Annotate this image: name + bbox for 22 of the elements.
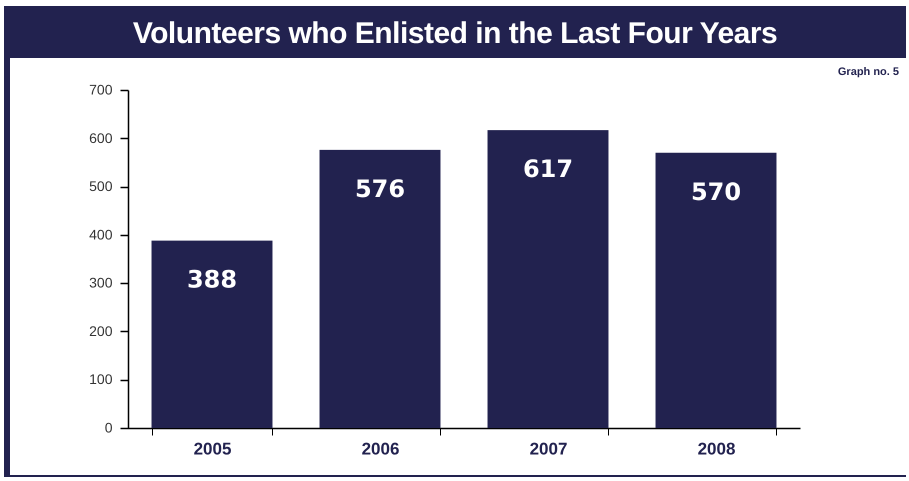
bar xyxy=(320,150,440,428)
y-tick-label: 0 xyxy=(104,420,113,436)
x-tick-label: 2005 xyxy=(194,440,232,458)
y-tick-label: 100 xyxy=(89,371,113,388)
x-tick-label: 2006 xyxy=(362,440,400,458)
y-tick-label: 600 xyxy=(89,130,113,146)
data-label: 617 xyxy=(522,155,574,184)
x-tick-label: 2008 xyxy=(698,440,736,458)
y-tick-label: 300 xyxy=(89,274,113,291)
bar xyxy=(152,240,272,428)
text: Graph no. 5 xyxy=(838,66,899,78)
y-tick-label: 700 xyxy=(89,82,113,98)
y-tick-label: 500 xyxy=(89,178,113,194)
x-tick-label: 2007 xyxy=(530,440,568,458)
bar xyxy=(488,130,608,428)
chart-title: Volunteers who Enlisted in the Last Four Years xyxy=(132,17,778,51)
data-label: 570 xyxy=(690,178,742,206)
data-label: 576 xyxy=(354,174,406,203)
bar xyxy=(656,152,776,428)
y-tick-label: 200 xyxy=(89,322,113,339)
data-label: 388 xyxy=(186,266,238,294)
y-tick-label: 400 xyxy=(89,226,113,242)
